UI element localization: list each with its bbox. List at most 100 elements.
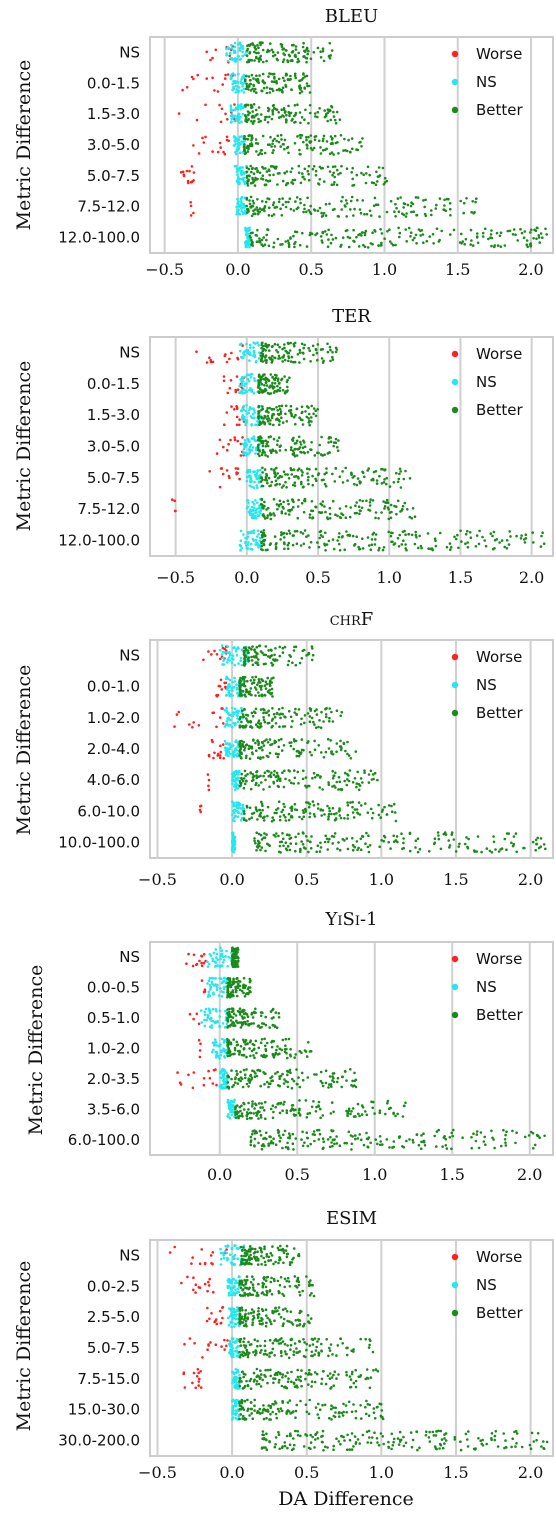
better-point [242, 663, 246, 666]
better-point [330, 49, 334, 52]
better-point [311, 344, 315, 348]
better-point [277, 200, 281, 204]
better-point [288, 197, 292, 200]
better-point [252, 1054, 255, 1057]
better-point [284, 448, 288, 452]
ns-point [230, 661, 234, 665]
better-point [273, 342, 277, 346]
better-point [397, 545, 401, 548]
worse-point [188, 723, 191, 726]
better-point [394, 839, 398, 843]
worse-point [173, 499, 177, 503]
better-point [239, 1070, 242, 1074]
better-point [249, 164, 252, 168]
better-point [276, 377, 280, 381]
better-point [413, 236, 416, 240]
better-point [418, 847, 422, 851]
better-point [358, 1114, 361, 1118]
better-point [269, 357, 272, 361]
better-point [324, 834, 328, 838]
better-point [240, 1053, 244, 1057]
better-point [436, 831, 440, 834]
better-point [270, 649, 273, 652]
better-point [334, 350, 338, 354]
better-point [294, 707, 297, 711]
better-point [424, 198, 427, 202]
better-point [341, 481, 345, 484]
ns-point [225, 675, 228, 679]
better-point [264, 849, 267, 853]
better-point [276, 472, 280, 475]
better-point [264, 687, 268, 690]
better-point [431, 232, 435, 236]
better-point [275, 811, 278, 815]
better-point [255, 166, 258, 170]
better-point [473, 849, 476, 852]
ns-point [225, 706, 228, 710]
better-point [338, 745, 342, 748]
better-point [250, 1049, 254, 1053]
better-point [318, 107, 321, 110]
better-point [238, 745, 242, 748]
better-point [361, 499, 365, 503]
ns-point [233, 1098, 236, 1102]
better-point [295, 754, 299, 758]
ns-point [203, 1018, 206, 1022]
better-point [303, 529, 307, 532]
better-point [245, 176, 249, 179]
better-point [260, 382, 264, 386]
ns-point [237, 137, 240, 141]
better-point [302, 815, 306, 818]
better-point [251, 1042, 255, 1046]
better-point [316, 451, 319, 455]
worse-point [227, 139, 230, 143]
better-point [247, 1079, 250, 1082]
better-point [475, 236, 479, 239]
legend-label: Better [476, 101, 524, 119]
better-point [232, 980, 235, 984]
better-point [289, 1047, 292, 1051]
better-point [282, 785, 286, 789]
better-point [301, 471, 304, 474]
better-point [387, 530, 391, 534]
better-point [283, 547, 286, 551]
worse-point [192, 211, 195, 215]
better-point [305, 835, 308, 838]
better-point [309, 204, 313, 208]
better-point [254, 108, 258, 112]
better-point [316, 110, 320, 114]
worse-point [203, 988, 207, 991]
better-point [326, 516, 329, 519]
worse-point [235, 415, 239, 419]
better-point [262, 529, 266, 532]
better-point [271, 724, 274, 728]
better-point [334, 236, 338, 240]
better-point [277, 140, 281, 144]
legend-marker [451, 406, 459, 414]
better-point [231, 959, 234, 963]
better-point [380, 232, 384, 235]
better-point [286, 341, 290, 345]
ns-point [247, 408, 251, 412]
better-point [539, 232, 543, 235]
ns-point [231, 88, 234, 92]
x-tick-label: 2.0 [517, 1165, 542, 1184]
better-point [279, 712, 283, 716]
better-point [300, 717, 303, 721]
ns-point [232, 842, 235, 845]
better-point [275, 542, 278, 545]
better-point [378, 474, 381, 478]
better-point [487, 237, 490, 241]
better-point [321, 231, 325, 235]
better-point [307, 421, 311, 424]
better-point [272, 407, 276, 411]
ns-point [248, 245, 251, 249]
better-point [273, 145, 277, 148]
better-point [404, 543, 407, 546]
better-point [252, 209, 255, 212]
better-point [272, 72, 276, 76]
category-label: NS [119, 43, 140, 61]
ns-point [226, 1100, 230, 1103]
better-point [263, 500, 266, 504]
